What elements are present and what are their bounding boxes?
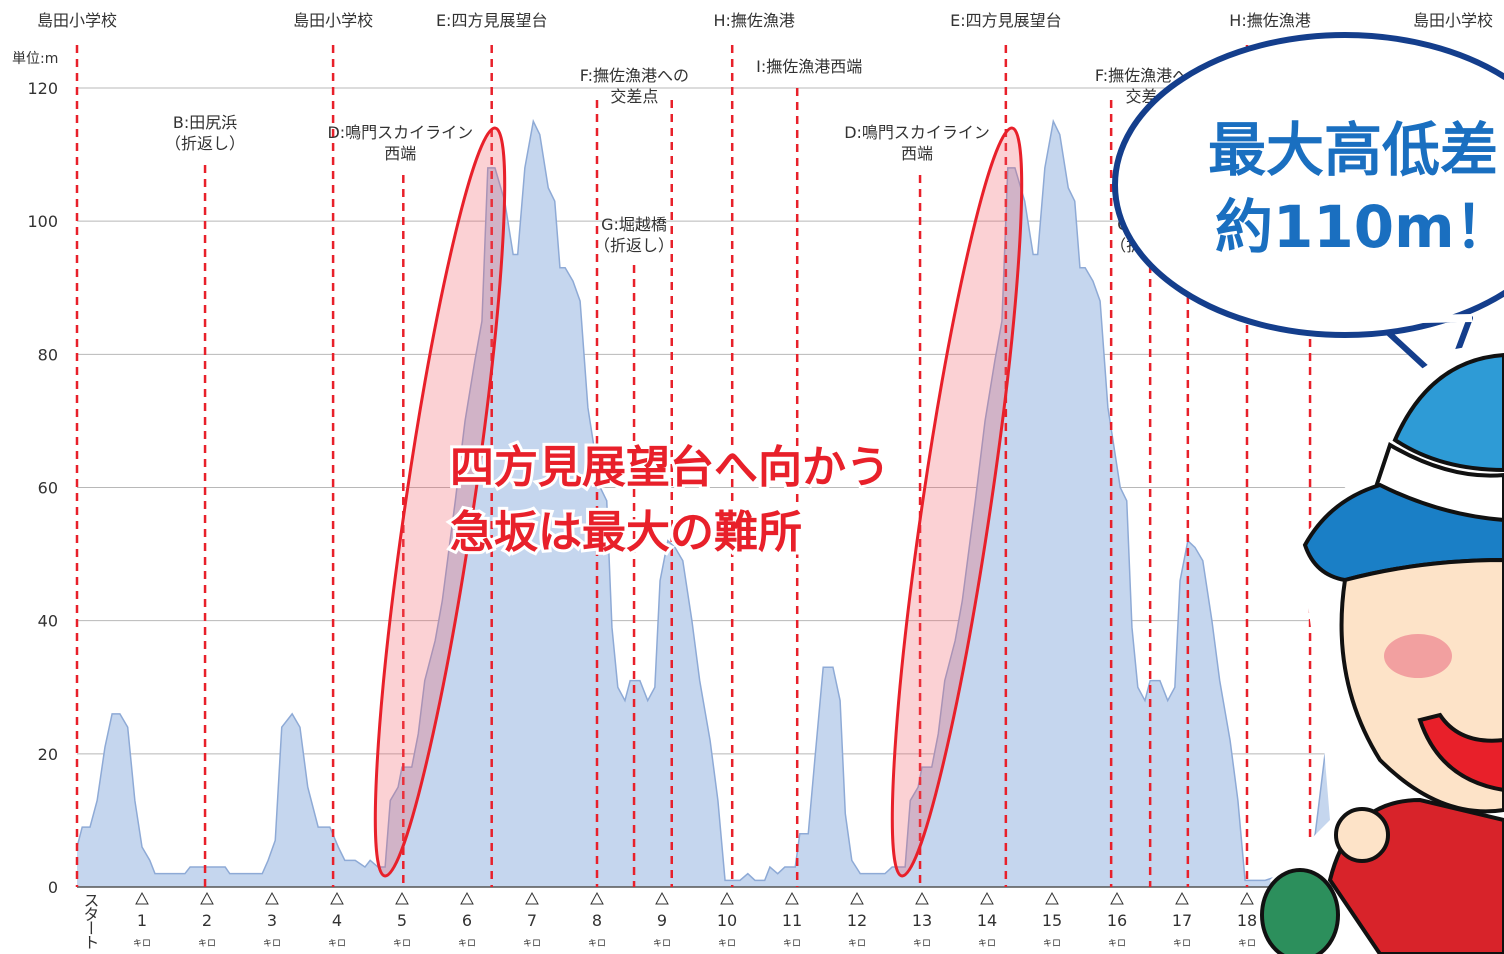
x-tick-unit: キロ bbox=[1173, 939, 1191, 949]
x-tick-label: 18 bbox=[1237, 911, 1257, 930]
marker-label: B:田尻浜 bbox=[173, 113, 237, 132]
x-tick-mark bbox=[850, 891, 864, 905]
x-tick-mark bbox=[915, 891, 929, 905]
x-tick-mark bbox=[1110, 891, 1124, 905]
marker-label: I:撫佐漁港西端 bbox=[756, 57, 862, 76]
plot-layer: 0 20 40 60 80 100 120 1 キロ 2 キロ 3 キロ 4 キロ 5 キロ 6 キロ 7 キロ 8 キロ 9… bbox=[27, 11, 1504, 949]
marker-label: （折返し） bbox=[594, 236, 674, 255]
marker-label: G:堀越橋 bbox=[601, 215, 667, 234]
speech-bubble bbox=[1112, 32, 1504, 338]
x-tick-label: 13 bbox=[912, 911, 932, 930]
x-tick-unit: キロ bbox=[263, 939, 281, 949]
x-tick-unit: キロ bbox=[1108, 939, 1126, 949]
x-tick-mark bbox=[525, 891, 539, 905]
x-tick-label: 4 bbox=[332, 911, 342, 930]
marker-label: 島田小学校 bbox=[37, 11, 117, 30]
y-tick-label: 0 bbox=[48, 878, 58, 897]
x-tick-unit: キロ bbox=[393, 939, 411, 949]
highlight-ellipse bbox=[890, 126, 1024, 878]
x-tick-mark bbox=[1240, 891, 1254, 905]
marker-label: （折返し） bbox=[165, 134, 245, 153]
marker-label: D:鳴門スカイライン bbox=[327, 123, 473, 142]
x-tick-mark bbox=[395, 891, 409, 905]
x-tick-mark bbox=[980, 891, 994, 905]
character bbox=[1260, 340, 1504, 954]
cheek bbox=[1384, 634, 1452, 678]
annotation-layer: 四方見展望台へ向かう 急坂は最大の難所 最大高低差 約110m！ bbox=[373, 32, 1504, 954]
x-tick-mark bbox=[785, 891, 799, 905]
x-tick-unit: キロ bbox=[198, 939, 216, 949]
x-tick-unit: キロ bbox=[1238, 939, 1256, 949]
shoe bbox=[1260, 868, 1340, 954]
marker-label: 西端 bbox=[384, 144, 416, 163]
x-tick-label: 10 bbox=[717, 911, 737, 930]
callout-line: 約110m！ bbox=[1215, 193, 1504, 261]
x-tick-unit: キロ bbox=[978, 939, 996, 949]
x-tick-label: 7 bbox=[527, 911, 537, 930]
marker-label: 交差点 bbox=[610, 87, 658, 106]
marker-label: D:鳴門スカイライン bbox=[844, 123, 990, 142]
y-tick-label: 100 bbox=[27, 212, 58, 231]
x-tick-label: 17 bbox=[1172, 911, 1192, 930]
x-tick-mark bbox=[330, 891, 344, 905]
y-tick-label: 40 bbox=[38, 612, 58, 631]
area-fill bbox=[77, 121, 1364, 887]
x-tick-unit: キロ bbox=[1043, 939, 1061, 949]
x-tick-label: 9 bbox=[657, 911, 667, 930]
marker-label: H:撫佐漁港 bbox=[713, 11, 794, 30]
marker-label: 島田小学校 bbox=[293, 11, 373, 30]
x-tick-mark bbox=[655, 891, 669, 905]
x-tick-mark bbox=[460, 891, 474, 905]
x-tick-mark bbox=[265, 891, 279, 905]
y-tick-label: 20 bbox=[38, 745, 58, 764]
x-tick-label: 6 bbox=[462, 911, 472, 930]
callout-line: 最大高低差 bbox=[1208, 116, 1498, 184]
x-tick-unit: キロ bbox=[783, 939, 801, 949]
x-tick-label: 15 bbox=[1042, 911, 1062, 930]
x-tick-unit: キロ bbox=[588, 939, 606, 949]
x-tick-label: 5 bbox=[397, 911, 407, 930]
x-tick-unit: キロ bbox=[913, 939, 931, 949]
x-start-label: スタート bbox=[81, 892, 100, 949]
x-tick-unit: キロ bbox=[848, 939, 866, 949]
y-tick-label: 80 bbox=[38, 345, 58, 364]
x-tick-label: 8 bbox=[592, 911, 602, 930]
marker-label: 島田小学校 bbox=[1413, 11, 1493, 30]
x-tick-mark bbox=[1175, 891, 1189, 905]
x-tick-label: 12 bbox=[847, 911, 867, 930]
y-tick-label: 60 bbox=[38, 479, 58, 498]
x-tick-label: 16 bbox=[1107, 911, 1127, 930]
x-tick-label: 3 bbox=[267, 911, 277, 930]
marker-label: E:四方見展望台 bbox=[950, 11, 1062, 30]
x-tick-mark bbox=[200, 891, 214, 905]
x-tick-unit: キロ bbox=[718, 939, 736, 949]
fist bbox=[1334, 807, 1390, 863]
annotation-line: 急坂は最大の難所 bbox=[450, 507, 802, 558]
x-tick-unit: キロ bbox=[653, 939, 671, 949]
x-tick-unit: キロ bbox=[458, 939, 476, 949]
area-line bbox=[76, 118, 1365, 882]
x-tick-unit: キロ bbox=[133, 939, 151, 949]
marker-label: F:撫佐漁港への bbox=[580, 66, 689, 85]
x-tick-mark bbox=[590, 891, 604, 905]
x-tick-label: 11 bbox=[782, 911, 802, 930]
y-unit-label: 単位:m bbox=[12, 51, 58, 67]
x-tick-unit: キロ bbox=[328, 939, 346, 949]
x-tick-label: 2 bbox=[202, 911, 212, 930]
x-tick-label: 14 bbox=[977, 911, 997, 930]
marker-label: 西端 bbox=[901, 144, 933, 163]
x-tick-unit: キロ bbox=[523, 939, 541, 949]
marker-label: H:撫佐漁港 bbox=[1229, 11, 1310, 30]
marker-label: E:四方見展望台 bbox=[436, 11, 548, 30]
y-tick-label: 120 bbox=[27, 79, 58, 98]
x-tick-mark bbox=[1045, 891, 1059, 905]
x-tick-mark bbox=[135, 891, 149, 905]
x-tick-label: 1 bbox=[137, 911, 147, 930]
bubble-join bbox=[1374, 314, 1473, 324]
annotation-line: 四方見展望台へ向かう bbox=[450, 442, 890, 493]
highlight-ellipse bbox=[373, 126, 507, 878]
x-tick-mark bbox=[720, 891, 734, 905]
